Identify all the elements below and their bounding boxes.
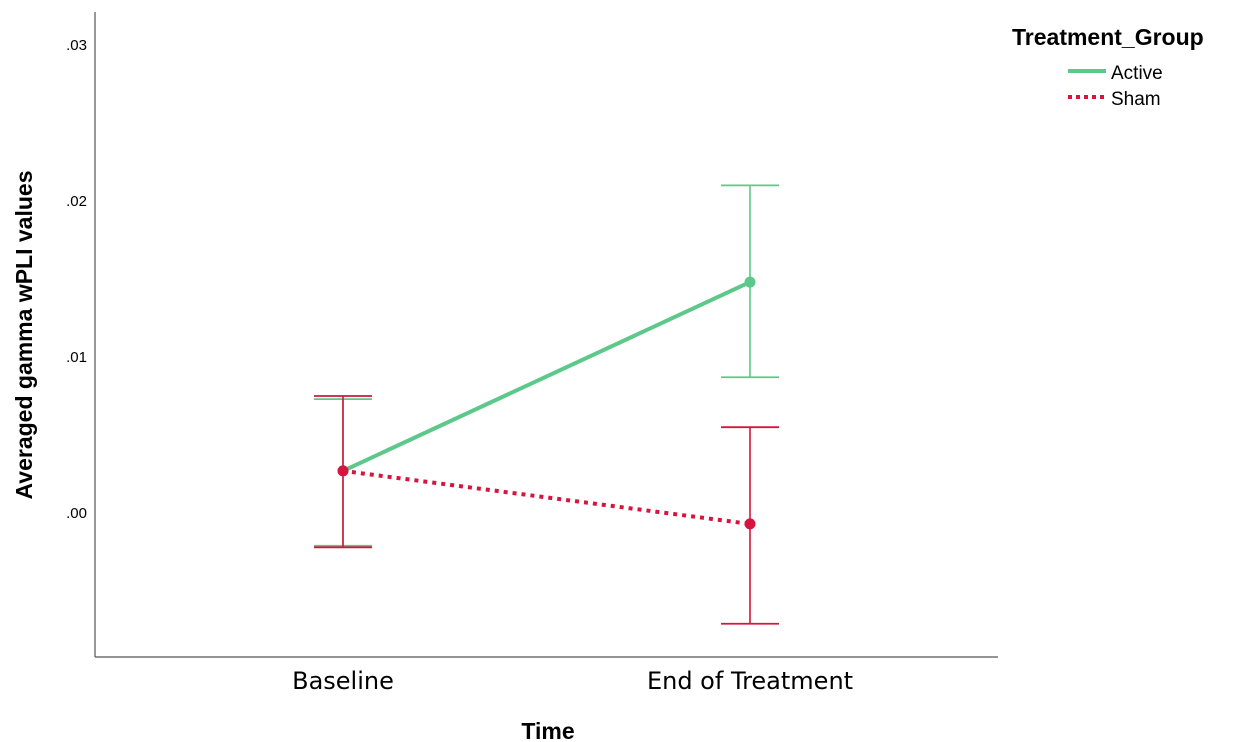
- legend-label-sham: Sham: [1111, 89, 1161, 110]
- y-axis-title: Averaged gamma wPLI values: [11, 171, 37, 500]
- series-line-sham: [342, 468, 751, 526]
- x-tick-label-baseline: Baseline: [292, 667, 394, 695]
- y-tick-labels: .00 .01 .02 .03: [66, 37, 87, 522]
- legend-label-active: Active: [1111, 63, 1163, 84]
- data-point-sham: [337, 465, 349, 477]
- x-axis-title: Time: [521, 718, 574, 742]
- y-tick-label: .02: [66, 193, 87, 210]
- data-point-sham: [744, 518, 756, 530]
- legend-title: Treatment_Group: [1012, 24, 1204, 50]
- legend: Treatment_Group Active Sham: [1012, 24, 1204, 110]
- data-point-active: [744, 276, 756, 288]
- plot-marks: [314, 184, 779, 625]
- y-tick-label: .01: [66, 349, 87, 366]
- y-tick-label: .03: [66, 37, 87, 54]
- series-line-active: [342, 280, 751, 473]
- x-tick-label-end-of-treatment: End of Treatment: [647, 667, 853, 695]
- y-tick-label: .00: [66, 505, 87, 522]
